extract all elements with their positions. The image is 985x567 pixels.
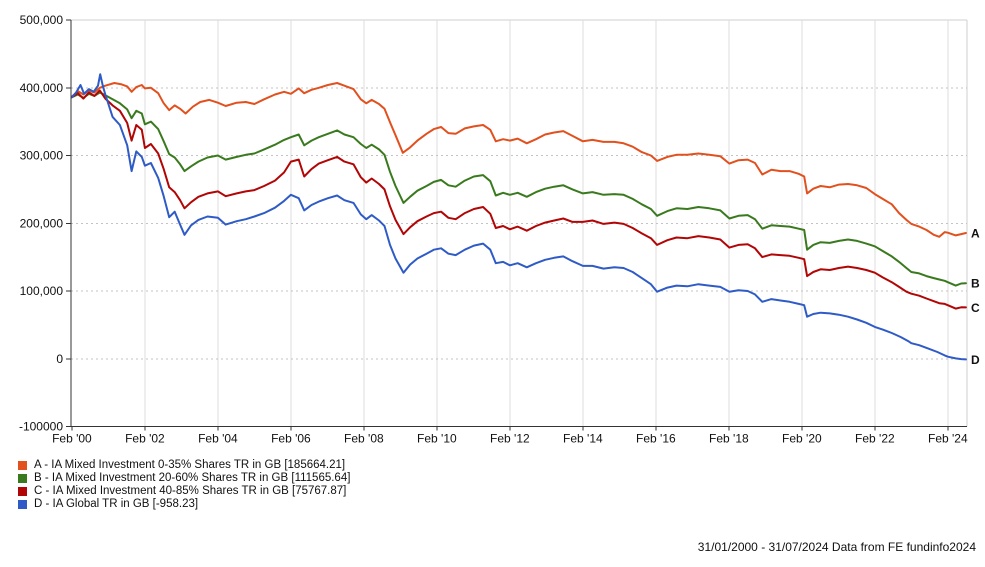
series-b-swatch-icon: [18, 474, 27, 483]
axis-label: Feb '04: [198, 432, 238, 446]
axis-label: 0: [56, 352, 63, 366]
axis-label: Feb '22: [855, 432, 895, 446]
legend-label-a: A - IA Mixed Investment 0-35% Shares TR …: [34, 459, 346, 471]
legend-label-d: D - IA Global TR in GB [-958.23]: [34, 498, 199, 510]
date-range-source-note: 31/01/2000 - 31/07/2024 Data from FE fun…: [697, 540, 976, 554]
axis-label: Feb '16: [636, 432, 676, 446]
axis-label: 200,000: [20, 216, 64, 230]
series-d-swatch-icon: [18, 500, 27, 509]
performance-line-chart: 500,000 400,000 300,000 200,000 100,000 0 -100…: [19, 13, 980, 446]
series-D-end-label: D: [971, 353, 980, 367]
series-C-line: [70, 89, 967, 310]
series-B-end-label: B: [971, 277, 980, 291]
series-A-end-label: A: [971, 226, 980, 240]
legend-item-b: B - IA Mixed Investment 20-60% Shares TR…: [18, 472, 350, 485]
series-C-end-label: C: [971, 301, 980, 315]
chart-legend: A - IA Mixed Investment 0-35% Shares TR …: [18, 459, 350, 511]
axis-label: 500,000: [20, 13, 64, 27]
series-a-swatch-icon: [18, 461, 27, 470]
series-D-line: [70, 73, 967, 361]
axis-label: Feb '12: [490, 432, 530, 446]
legend-label-b: B - IA Mixed Investment 20-60% Shares TR…: [34, 472, 351, 484]
legend-item-c: C - IA Mixed Investment 40-85% Shares TR…: [18, 485, 350, 498]
legend-item-d: D - IA Global TR in GB [-958.23]: [18, 498, 350, 511]
axis-label: Feb '06: [271, 432, 311, 446]
axis-label: -100000: [19, 420, 63, 434]
axis-label: 100,000: [20, 284, 64, 298]
legend-label-c: C - IA Mixed Investment 40-85% Shares TR…: [34, 485, 347, 497]
axis-label: Feb '14: [563, 432, 603, 446]
series-A-line: [70, 82, 967, 238]
axis-label: 300,000: [20, 149, 64, 163]
series-B-line: [70, 91, 967, 287]
axis-label: Feb '02: [125, 432, 165, 446]
axis-label: Feb '08: [344, 432, 384, 446]
axis-label: Feb '10: [417, 432, 457, 446]
legend-item-a: A - IA Mixed Investment 0-35% Shares TR …: [18, 459, 350, 472]
axis-label: Feb '18: [709, 432, 749, 446]
series-c-swatch-icon: [18, 487, 27, 496]
axis-label: Feb '24: [928, 432, 968, 446]
axis-label: 400,000: [20, 81, 64, 95]
axis-label: Feb '00: [52, 432, 92, 446]
axis-label: Feb '20: [782, 432, 822, 446]
